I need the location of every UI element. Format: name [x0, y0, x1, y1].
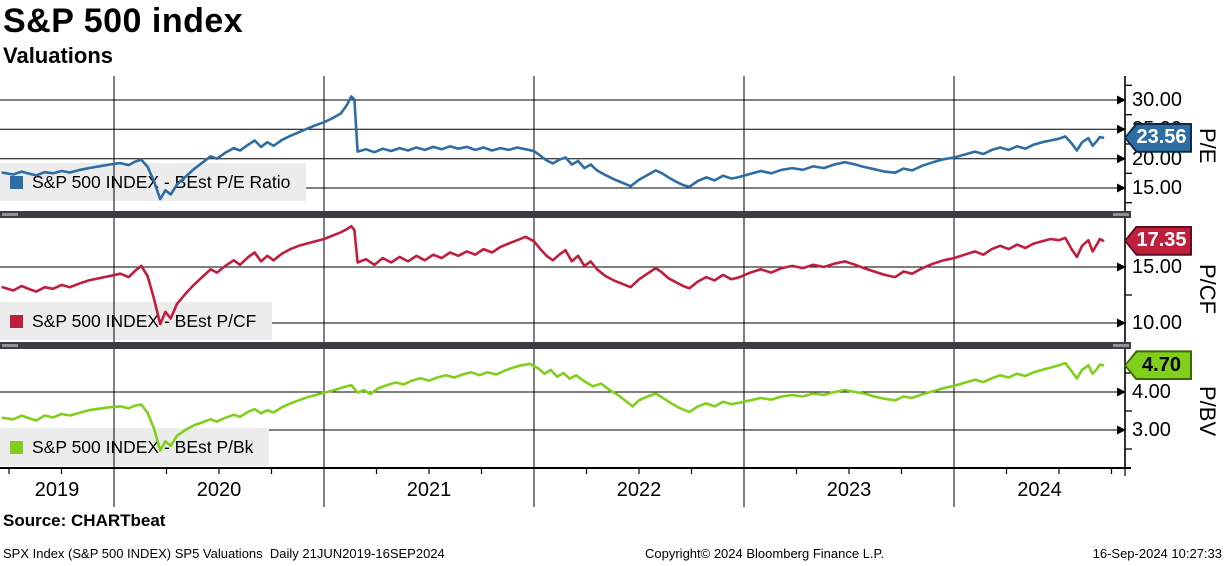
pbv-last-value: 4.70	[1142, 353, 1181, 376]
pe-series-line	[1, 95, 1105, 201]
legend-pe-label: S&P 500 INDEX - BEst P/E Ratio	[32, 171, 291, 192]
pe-last-value: 23.56	[1136, 126, 1187, 149]
pcf-y-tick-label: 10.00	[1132, 311, 1183, 334]
plot-area[interactable]: S&P 500 INDEX - BEst P/E Ratio S&P 500 I…	[0, 76, 1224, 510]
x-axis-label-2021: 2021	[406, 479, 452, 501]
pbv-last-value-tag: 4.70	[1124, 350, 1192, 381]
pe-y-tick-label: 20.00	[1132, 147, 1183, 170]
pbv-axis-title: P/BV	[1195, 385, 1220, 437]
x-axis-label-2022: 2022	[616, 479, 662, 501]
pcf-series-swatch	[10, 314, 23, 328]
page-subtitle: Valuations	[3, 43, 114, 68]
x-axis-label-2020: 2020	[196, 479, 242, 501]
panel-separator-handle[interactable]	[0, 211, 1131, 218]
pcf-last-value: 17.35	[1136, 229, 1187, 252]
footer-timestamp: 16-Sep-2024 10:27:33	[1092, 546, 1222, 561]
pcf-last-value-tag: 17.35	[1124, 225, 1192, 256]
footer-description: SPX Index (S&P 500 INDEX) SP5 Valuations…	[3, 546, 445, 561]
x-axis-label-2023: 2023	[826, 479, 872, 501]
page-title: S&P 500 index	[3, 2, 244, 40]
pe-y-tick-label: 15.00	[1132, 177, 1183, 199]
legend-pbv-label: S&P 500 INDEX - BEst P/Bk	[32, 436, 254, 457]
legend-pbv[interactable]: S&P 500 INDEX - BEst P/Bk	[0, 428, 270, 466]
panel-separator-handle[interactable]	[0, 342, 1131, 349]
pe-axis-title: P/E	[1195, 128, 1220, 164]
pcf-axis-title: P/CF	[1195, 263, 1220, 315]
x-axis-label-2019: 2019	[34, 479, 80, 501]
pbv-series-swatch	[10, 440, 23, 454]
pe-series-swatch	[10, 175, 23, 189]
pe-y-tick-label: 30.00	[1132, 88, 1183, 111]
source-label: Source: CHARTbeat	[3, 511, 166, 530]
pbv-y-tick-label: 3.00	[1132, 418, 1171, 441]
pcf-series-line	[1, 224, 1105, 326]
footer-copyright: Copyright© 2024 Bloomberg Finance L.P.	[645, 546, 885, 561]
pbv-series-line	[1, 361, 1105, 452]
legend-pcf[interactable]: S&P 500 INDEX - BEst P/CF	[0, 302, 273, 340]
x-axis-label-2024: 2024	[1017, 479, 1062, 501]
pbv-y-tick-label: 4.00	[1132, 380, 1171, 403]
legend-pcf-label: S&P 500 INDEX - BEst P/CF	[32, 310, 257, 331]
pe-last-value-tag: 23.56	[1124, 122, 1192, 153]
series-layer	[0, 76, 1131, 507]
pcf-y-tick-label: 15.00	[1132, 256, 1183, 279]
